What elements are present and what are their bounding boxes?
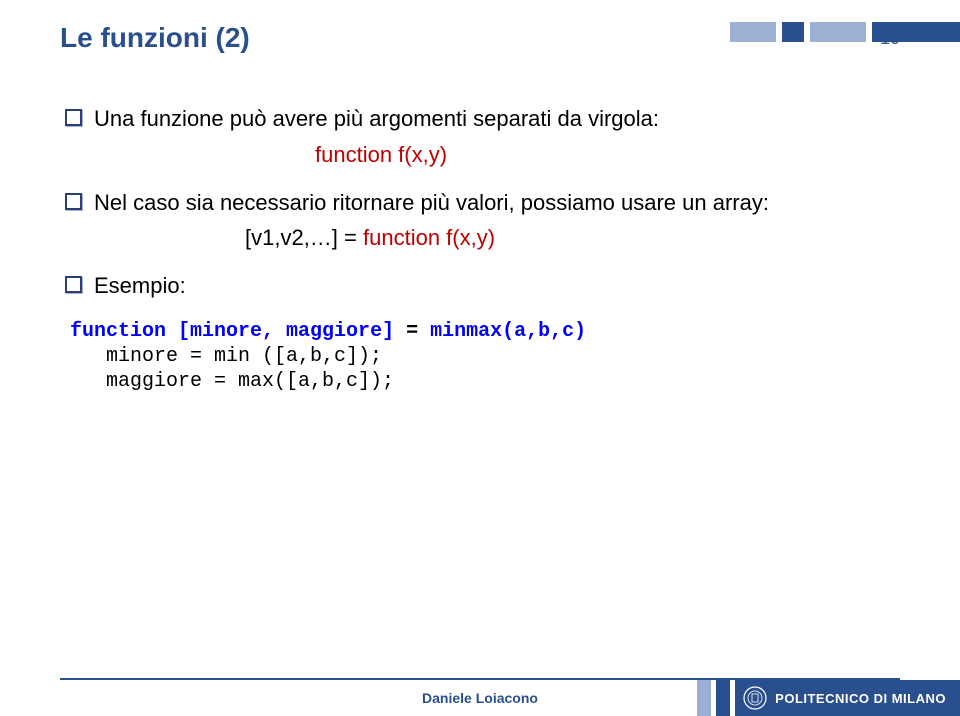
polimi-crest-icon [743, 686, 767, 710]
bullet-2: Nel caso sia necessario ritornare più va… [65, 188, 900, 218]
code-kw-function: function [70, 320, 178, 343]
array-syntax-red: function f(x,y) [363, 225, 495, 250]
stripe-4 [872, 22, 960, 42]
code-eq: = [406, 320, 430, 343]
bullet-2-text: Nel caso sia necessario ritornare più va… [94, 188, 769, 218]
code-fn-name: minmax [430, 320, 502, 343]
function-syntax-1: function f(x,y) [315, 142, 447, 167]
stripe-2 [782, 22, 804, 42]
footer-stripe-1 [697, 680, 711, 716]
polimi-logo-block: POLITECNICO DI MILANO [735, 680, 960, 716]
bullet-3-text: Esempio: [94, 271, 186, 301]
bullet-3: Esempio: [65, 271, 900, 301]
code-example: function [minore, maggiore] = minmax(a,b… [70, 319, 900, 394]
code-fn-args: (a,b,c) [502, 320, 586, 343]
array-syntax-black: [v1,v2,…] = [245, 225, 363, 250]
footer-right: POLITECNICO DI MILANO [697, 680, 960, 716]
header-stripes [730, 22, 960, 42]
bullet-1-code: function f(x,y) [315, 142, 900, 168]
stripe-3 [810, 22, 866, 42]
bullet-1-text: Una funzione può avere più argomenti sep… [94, 104, 659, 134]
code-line-3: maggiore = max([a,b,c]); [70, 370, 394, 393]
bullet-icon [65, 109, 82, 126]
footer-stripe-2 [716, 680, 730, 716]
slide-title: Le funzioni (2) [60, 22, 250, 54]
bullet-1: Una funzione può avere più argomenti sep… [65, 104, 900, 134]
bullet-icon [65, 276, 82, 293]
code-return-vars: [minore, maggiore] [178, 320, 406, 343]
stripe-1 [730, 22, 776, 42]
bullet-icon [65, 193, 82, 210]
code-line-2: minore = min ([a,b,c]); [70, 345, 382, 368]
slide-content: Una funzione può avere più argomenti sep… [60, 104, 900, 394]
polimi-text: POLITECNICO DI MILANO [775, 691, 946, 706]
bullet-2-code: [v1,v2,…] = function f(x,y) [245, 225, 900, 251]
